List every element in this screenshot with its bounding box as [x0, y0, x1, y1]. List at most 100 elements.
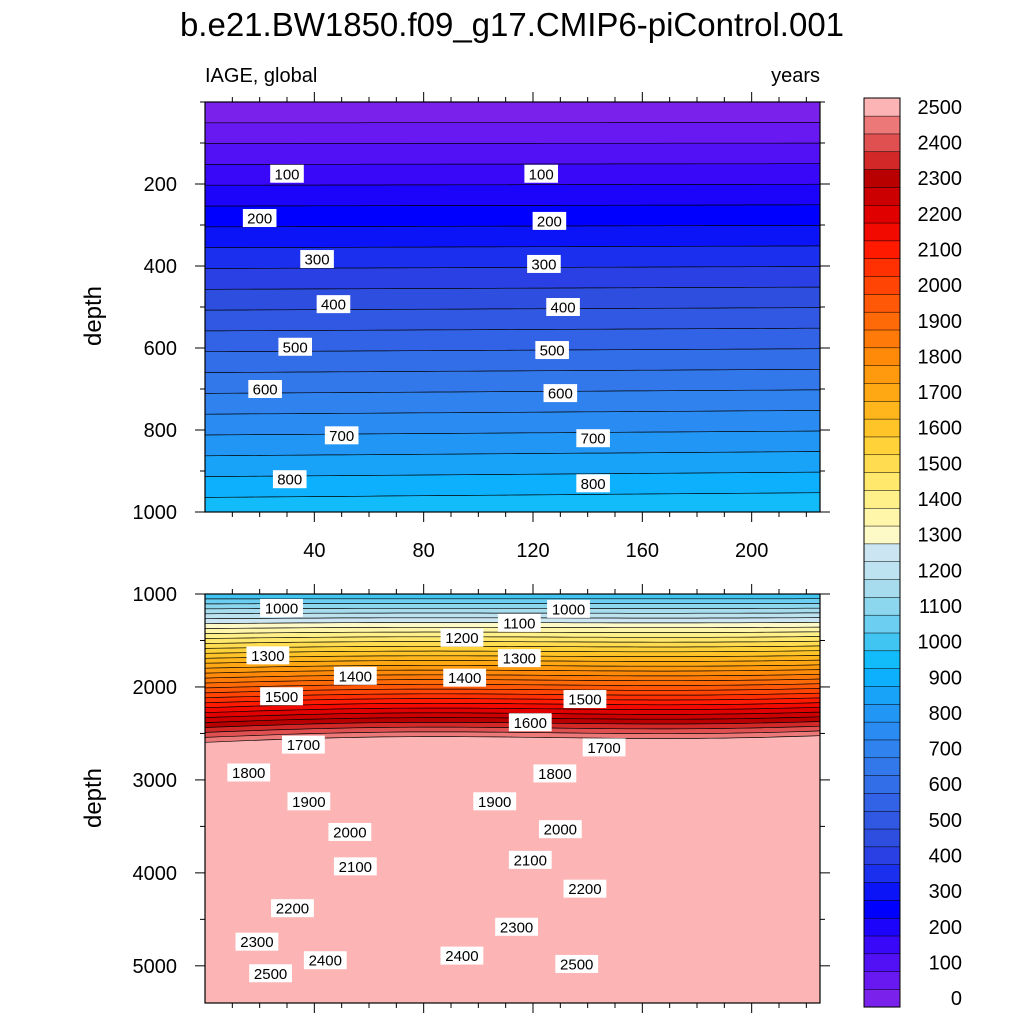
- contour-label-text: 1300: [503, 651, 536, 668]
- contour-label: 100: [270, 164, 304, 183]
- bottom-panel-frame: [204, 593, 821, 1004]
- colorbar-swatch-400: [863, 846, 901, 865]
- top-contour-line-450: [205, 286, 820, 290]
- contour-label: 1100: [497, 613, 541, 632]
- top-band-300: [205, 225, 820, 249]
- top-contour-line-650: [205, 368, 820, 373]
- y-tick-label: 3000: [133, 770, 178, 792]
- top-band-450: [205, 286, 820, 311]
- bot-contour-line-2000: [205, 688, 820, 694]
- colorbar-swatch-2000: [863, 275, 901, 295]
- colorbar-label: 100: [929, 952, 962, 974]
- top-contour-line-400: [205, 266, 820, 269]
- top-panel-contour-labels: 100 100 200 200 300 300 400 400 500 500 600 600 700 7…: [242, 164, 610, 493]
- top-band-700: [205, 389, 820, 415]
- colorbar-swatch-950: [863, 650, 901, 669]
- contour-label-box: [563, 690, 607, 709]
- y-tick-label: 1000: [133, 584, 178, 606]
- colorbar-swatch-300: [863, 881, 901, 901]
- contour-label-text: 2100: [339, 859, 372, 876]
- colorbar-label: 2000: [918, 275, 963, 297]
- colorbar-label: 200: [929, 917, 962, 939]
- top-panel-ticks: 40 80 120 160 200 200 400 600 800 1000: [133, 92, 830, 562]
- contour-label-box: [473, 792, 517, 811]
- contour-label-box: [260, 598, 303, 617]
- colorbar-label: 900: [929, 667, 962, 689]
- right-label: years: [771, 65, 820, 87]
- colorbar-swatch-350: [863, 864, 901, 883]
- bot-contour-line-1800: [205, 669, 820, 674]
- contour-label-box: [260, 687, 303, 706]
- contour-label-text: 1400: [339, 668, 372, 685]
- contour-label-box: [497, 649, 541, 668]
- contour-label: 2400: [440, 946, 484, 965]
- colorbar-label: 1700: [918, 382, 963, 404]
- bottom-panel-contour-labels: 1000 1000 1100 1200 1300 1300 1400 1400 1500 1500…: [227, 598, 626, 983]
- contour-label-box: [508, 713, 552, 732]
- colorbar-label: 1100: [919, 596, 962, 618]
- contour-label-text: 700: [581, 431, 606, 448]
- contour-label-text: 600: [548, 386, 573, 403]
- colorbar-swatch-50: [863, 971, 901, 990]
- colorbar: 0 100 200 300 400 500 600 700 800 900 1000 1100 1200…: [863, 97, 963, 1010]
- contour-label: 700: [576, 429, 610, 448]
- contour-label: 400: [316, 295, 351, 314]
- contour-label-box: [532, 211, 567, 230]
- colorbar-swatch-1900: [863, 311, 901, 331]
- contour-label-text: 2500: [254, 966, 287, 983]
- contour-label-box: [227, 763, 271, 782]
- contour-label-box: [576, 429, 610, 448]
- colorbar-swatch-650: [863, 757, 901, 776]
- colorbar-label: 500: [929, 810, 962, 832]
- colorbar-swatch-200: [863, 917, 901, 937]
- contour-label-box: [316, 295, 351, 314]
- colorbar-swatch-550: [863, 792, 901, 812]
- contour-label-box: [328, 822, 372, 841]
- contour-label-text: 700: [329, 428, 354, 445]
- contour-label-text: 1900: [292, 794, 325, 811]
- x-tick-label: 160: [626, 540, 659, 562]
- top-contour-line-900: [205, 471, 820, 477]
- y-tick-label: 200: [144, 174, 177, 196]
- contour-label-text: 1900: [478, 794, 511, 811]
- contour-label: 1400: [443, 668, 487, 687]
- top-contour-line-700: [205, 389, 820, 394]
- colorbar-swatch-1600: [863, 418, 901, 438]
- colorbar-swatch-800: [863, 703, 901, 723]
- contour-label: 2500: [555, 954, 599, 973]
- contour-label-box: [576, 474, 610, 493]
- bot-contour-line-1850: [205, 673, 820, 679]
- contour-label: 2000: [328, 822, 372, 841]
- colorbar-swatch-500: [863, 810, 901, 830]
- contour-label-box: [527, 254, 561, 273]
- contour-label-box: [272, 470, 307, 489]
- colorbar-swatch-250: [863, 899, 901, 919]
- colorbar-swatch-2200: [863, 204, 901, 224]
- y-tick-label: 5000: [133, 956, 178, 978]
- bottom-panel-ticks: 1000 2000 3000 4000 5000: [133, 584, 830, 1013]
- contour-label-text: 1800: [232, 765, 265, 782]
- colorbar-swatch-700: [863, 739, 901, 759]
- colorbar-swatch-2300: [863, 169, 901, 188]
- colorbar-swatch-2100: [863, 240, 901, 259]
- colorbar-label: 2300: [918, 168, 963, 190]
- bot-contour-line-2200: [205, 706, 820, 714]
- contour-label-text: 100: [274, 166, 299, 183]
- bot-contour-line-1150: [205, 607, 820, 610]
- contour-label: 100: [524, 164, 558, 183]
- contour-label-text: 2500: [560, 956, 593, 973]
- colorbar-labels: 0 100 200 300 400 500 600 700 800 900 1000 1100 1200…: [918, 97, 963, 1010]
- contour-label-text: 600: [253, 382, 278, 399]
- bot-contour-line-2100: [205, 697, 820, 704]
- colorbar-swatch-150: [863, 935, 901, 955]
- contour-label-box: [324, 426, 359, 445]
- colorbar-label: 1300: [918, 525, 963, 547]
- contour-label: 1200: [440, 628, 484, 647]
- contour-label-text: 200: [247, 211, 272, 228]
- colorbar-label: 1500: [918, 453, 963, 475]
- colorbar-swatch-1650: [863, 400, 901, 420]
- colorbar-swatch-1450: [863, 472, 901, 491]
- contour-label-box: [538, 820, 582, 839]
- top-contour-line-350: [205, 245, 820, 249]
